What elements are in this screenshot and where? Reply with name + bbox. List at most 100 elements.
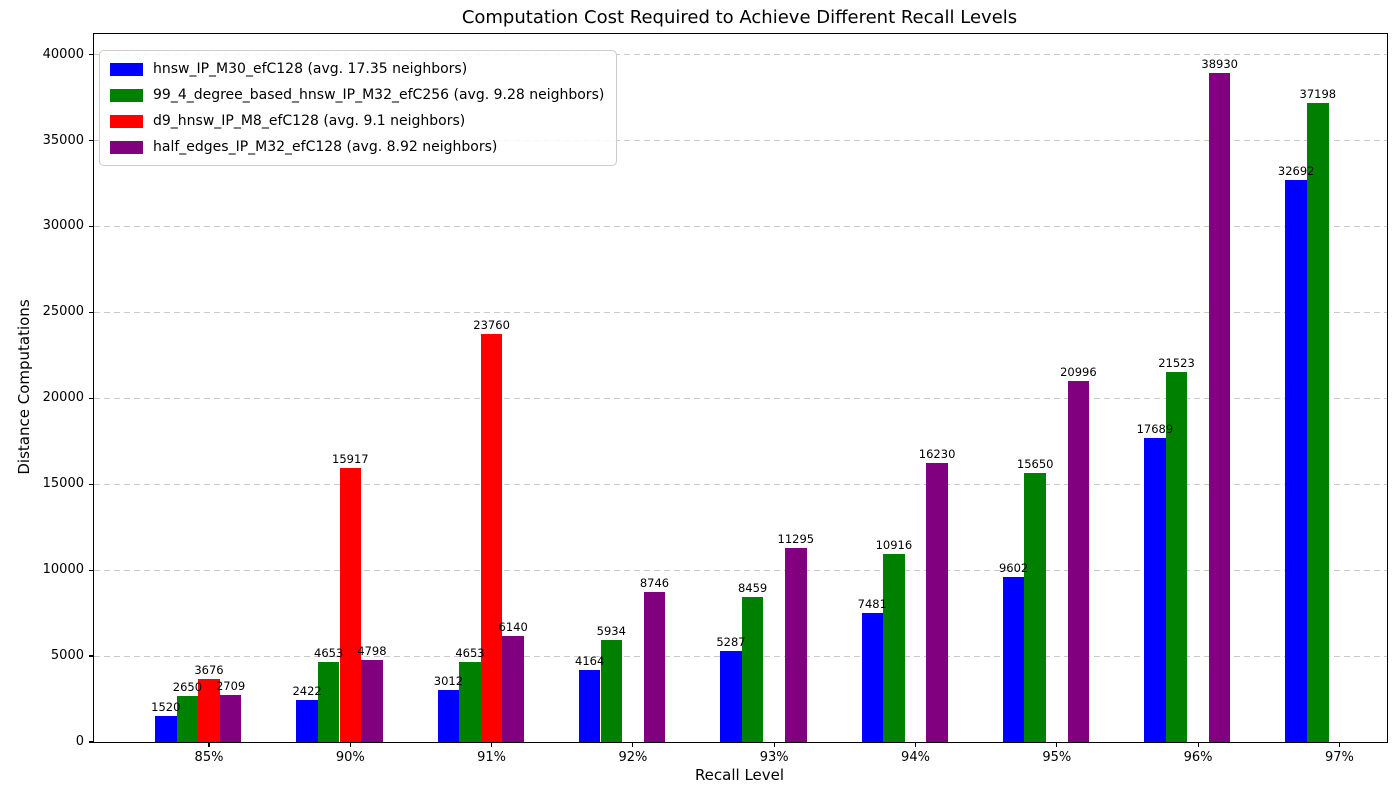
y-tick-mark: [89, 569, 94, 571]
bar-value-label: 8746: [639, 575, 670, 590]
bar-3-2: [502, 636, 524, 742]
bar-value-label: 7481: [857, 597, 887, 612]
bar-0-8: [1285, 180, 1307, 742]
y-tick-label: 15000: [42, 476, 84, 492]
bar-3-4: [785, 547, 807, 742]
legend-swatch-icon: [110, 114, 143, 128]
bar-0-5: [861, 613, 884, 742]
x-tick-label: 93%: [759, 750, 789, 765]
bar-value-label: 10916: [875, 538, 913, 553]
y-tick-label: 30000: [42, 218, 84, 234]
chart-title: Computation Cost Required to Achieve Dif…: [461, 7, 1018, 28]
bar-value-label: 8459: [737, 580, 768, 595]
y-tick-label: 5000: [50, 648, 84, 664]
bar-value-label: 20996: [1060, 365, 1097, 380]
bar-value-label: 5287: [716, 635, 746, 650]
gridline: [94, 140, 1387, 142]
x-tick-label: 94%: [901, 750, 930, 765]
bar-3-3: [643, 591, 666, 742]
bar-3-1: [361, 659, 383, 742]
y-tick-label: 35000: [42, 132, 84, 148]
bar-1-0: [176, 696, 199, 742]
y-tick-label: 40000: [42, 46, 84, 62]
bar-value-label: 38930: [1201, 57, 1238, 71]
x-tick-label: 90%: [335, 750, 365, 765]
gridline: [94, 225, 1387, 227]
bar-2-2: [480, 333, 503, 742]
y-tick-mark: [89, 397, 94, 399]
legend-item: 99_4_degree_based_hnsw_IP_M32_efC256 (av…: [110, 82, 604, 108]
x-tick-mark: [1056, 742, 1058, 747]
y-tick-mark: [89, 311, 94, 313]
bar-value-label: 32692: [1277, 164, 1315, 179]
y-tick-mark: [89, 655, 94, 657]
bar-value-label: 11295: [777, 531, 815, 546]
bar-value-label: 17689: [1136, 422, 1174, 437]
gridline: [94, 311, 1387, 313]
bar-value-label: 16230: [918, 447, 956, 462]
x-tick-mark: [914, 742, 917, 747]
x-tick-mark: [208, 742, 210, 747]
x-tick-label: 91%: [477, 750, 507, 765]
bar-value-label: 9602: [998, 560, 1029, 575]
legend-label: half_edges_IP_M32_efC128 (avg. 8.92 neig…: [153, 139, 498, 155]
y-tick-mark: [89, 225, 94, 228]
gridline: [94, 569, 1387, 571]
x-tick-label: 97%: [1324, 750, 1354, 765]
x-tick-mark: [491, 742, 493, 747]
bar-3-7: [1208, 73, 1231, 742]
x-tick-label: 85%: [194, 750, 224, 765]
bar-1-2: [459, 662, 481, 742]
bar-value-label: 5934: [596, 624, 626, 639]
x-tick-label: 95%: [1042, 750, 1072, 765]
x-tick-mark: [1338, 742, 1340, 747]
bar-value-label: 3676: [194, 662, 224, 677]
bar-value-label: 15917: [332, 452, 369, 467]
bar-3-0: [219, 695, 242, 742]
y-tick-label: 0: [75, 734, 84, 749]
bar-0-6: [1002, 576, 1025, 742]
x-tick-mark: [773, 742, 775, 747]
bar-1-8: [1307, 102, 1329, 742]
bar-value-label: 4653: [314, 646, 344, 661]
bar-3-5: [926, 463, 948, 742]
legend: hnsw_IP_M30_efC128 (avg. 17.35 neighbors…: [99, 50, 618, 166]
y-axis-label: Distance Computations: [15, 299, 33, 475]
bar-3-6: [1067, 381, 1090, 742]
bar-0-2: [437, 690, 460, 742]
bar-value-label: 2422: [292, 684, 322, 699]
bar-value-label: 37198: [1299, 86, 1337, 101]
legend-item: hnsw_IP_M30_efC128 (avg. 17.35 neighbors…: [110, 56, 604, 82]
y-tick-mark: [89, 54, 94, 56]
y-tick-mark: [89, 741, 94, 743]
bar-value-label: 2709: [215, 679, 246, 694]
y-tick-mark: [89, 139, 94, 142]
bar-1-5: [883, 554, 905, 742]
bar-1-1: [317, 662, 340, 742]
bar-value-label: 1520: [151, 699, 181, 714]
legend-swatch-icon: [110, 88, 143, 102]
bar-value-label: 3012: [433, 674, 464, 689]
bar-value-label: 23760: [473, 317, 510, 332]
y-tick-label: 10000: [42, 562, 84, 578]
legend-item: d9_hnsw_IP_M8_efC128 (avg. 9.1 neighbors…: [110, 108, 604, 134]
bar-1-4: [741, 596, 764, 742]
x-axis-label: Recall Level: [694, 766, 785, 784]
x-tick-mark: [349, 742, 351, 747]
bar-value-label: 4653: [455, 646, 485, 661]
y-tick-label: 25000: [42, 304, 84, 320]
bar-value-label: 2650: [172, 680, 203, 695]
bar-value-label: 15650: [1016, 457, 1054, 472]
bar-0-7: [1144, 438, 1166, 742]
bar-0-1: [296, 700, 318, 742]
bar-2-1: [339, 468, 362, 742]
bar-0-0: [155, 715, 177, 742]
bar-0-4: [720, 651, 742, 742]
gridline: [94, 483, 1387, 485]
bar-1-3: [600, 640, 623, 742]
legend-label: 99_4_degree_based_hnsw_IP_M32_efC256 (av…: [153, 87, 605, 103]
bar-value-label: 6140: [498, 620, 528, 635]
bar-value-label: 4798: [357, 643, 387, 658]
x-tick-mark: [1197, 742, 1199, 747]
y-tick-label: 20000: [42, 390, 84, 406]
